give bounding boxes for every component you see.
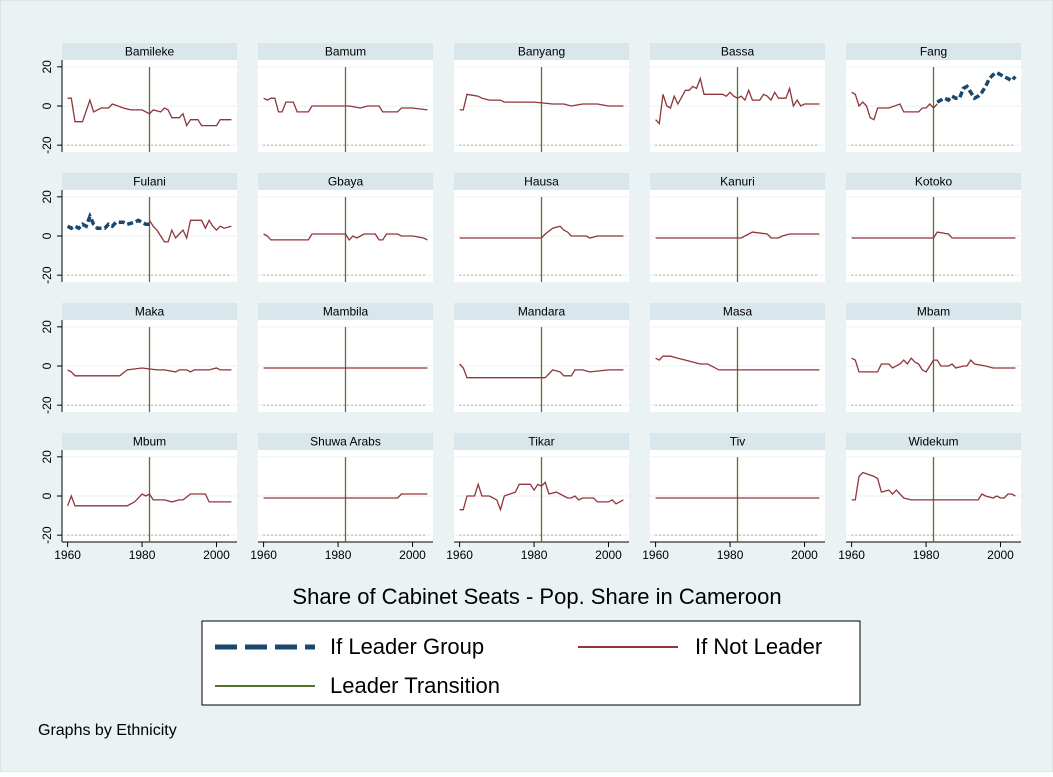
panel-title: Bamum bbox=[325, 45, 366, 59]
x-tick-label: 2000 bbox=[203, 548, 230, 562]
y-tick-label: -20 bbox=[40, 266, 54, 284]
x-tick-label: 1960 bbox=[446, 548, 473, 562]
x-tick-label: 1960 bbox=[54, 548, 81, 562]
series-line bbox=[459, 93, 624, 111]
series-line bbox=[67, 97, 232, 128]
panel-header bbox=[650, 303, 825, 320]
series-line bbox=[851, 357, 1016, 373]
y-tick-label: 20 bbox=[40, 320, 54, 334]
panel-header bbox=[258, 303, 433, 320]
series-line bbox=[148, 218, 232, 243]
y-tick-label: 20 bbox=[40, 450, 54, 464]
panel-title: Mbam bbox=[917, 305, 950, 319]
panel-header bbox=[650, 433, 825, 450]
panel-header bbox=[846, 303, 1021, 320]
panel-title: Mbum bbox=[133, 435, 166, 449]
panel-title: Tikar bbox=[528, 435, 554, 449]
panel-title: Mandara bbox=[518, 305, 566, 319]
series-line bbox=[263, 233, 428, 241]
y-tick-label: -20 bbox=[40, 526, 54, 544]
y-tick-label: 20 bbox=[40, 190, 54, 204]
panel-header bbox=[846, 43, 1021, 60]
x-tick-label: 2000 bbox=[791, 548, 818, 562]
series-line bbox=[936, 70, 1017, 104]
x-tick-label: 1960 bbox=[250, 548, 277, 562]
x-tick-label: 1960 bbox=[642, 548, 669, 562]
panel-title: Fulani bbox=[133, 175, 166, 189]
panel-title: Banyang bbox=[518, 45, 565, 59]
series-line bbox=[655, 76, 820, 126]
y-tick-label: 0 bbox=[40, 362, 54, 369]
panel-header bbox=[454, 303, 629, 320]
panel-title: Kotoko bbox=[915, 175, 953, 189]
panel-title: Bassa bbox=[721, 45, 755, 59]
panel-header bbox=[258, 433, 433, 450]
series-line bbox=[67, 367, 232, 377]
panel-header bbox=[846, 433, 1021, 450]
series-line bbox=[459, 481, 624, 512]
x-tick-label: 1980 bbox=[325, 548, 352, 562]
panel-header bbox=[258, 173, 433, 190]
axis-title: Share of Cabinet Seats - Pop. Share in C… bbox=[292, 584, 781, 609]
panel-title: Bamileke bbox=[125, 45, 175, 59]
panel-header bbox=[62, 303, 237, 320]
series-line bbox=[851, 91, 938, 121]
panel-title: Tiv bbox=[730, 435, 746, 449]
panel-title: Mambila bbox=[323, 305, 369, 319]
panel-header bbox=[454, 43, 629, 60]
panel-header bbox=[62, 433, 237, 450]
series-line bbox=[655, 355, 820, 371]
series-line bbox=[655, 231, 820, 239]
series-line bbox=[459, 363, 624, 379]
panel-header bbox=[846, 173, 1021, 190]
panel-header bbox=[62, 43, 237, 60]
x-tick-label: 2000 bbox=[987, 548, 1014, 562]
panel-header bbox=[454, 173, 629, 190]
panel-title: Fang bbox=[920, 45, 947, 59]
x-tick-label: 1980 bbox=[521, 548, 548, 562]
series-line bbox=[263, 493, 428, 499]
x-tick-label: 2000 bbox=[595, 548, 622, 562]
legend-label: If Leader Group bbox=[330, 634, 484, 659]
y-tick-label: 0 bbox=[40, 232, 54, 239]
series-line bbox=[851, 471, 1016, 501]
x-tick-label: 1960 bbox=[838, 548, 865, 562]
series-line bbox=[459, 225, 624, 239]
legend-label: If Not Leader bbox=[695, 634, 822, 659]
x-tick-label: 1980 bbox=[717, 548, 744, 562]
series-line bbox=[263, 97, 428, 113]
panel-title: Gbaya bbox=[328, 175, 364, 189]
panel-header bbox=[650, 43, 825, 60]
panel-title: Kanuri bbox=[720, 175, 755, 189]
y-tick-label: -20 bbox=[40, 396, 54, 414]
panel-header bbox=[454, 433, 629, 450]
note: Graphs by Ethnicity bbox=[38, 722, 177, 739]
legend-label: Leader Transition bbox=[330, 673, 500, 698]
panel-title: Maka bbox=[135, 305, 165, 319]
legend-box bbox=[201, 620, 861, 706]
series-line bbox=[851, 231, 1016, 239]
panel-header bbox=[62, 173, 237, 190]
panel-title: Masa bbox=[723, 305, 753, 319]
panel-header bbox=[258, 43, 433, 60]
x-tick-label: 2000 bbox=[399, 548, 426, 562]
y-tick-label: 0 bbox=[40, 102, 54, 109]
series-line bbox=[66, 211, 150, 231]
y-tick-label: 20 bbox=[40, 60, 54, 74]
panel-header bbox=[650, 173, 825, 190]
x-tick-label: 1980 bbox=[913, 548, 940, 562]
x-tick-label: 1980 bbox=[129, 548, 156, 562]
y-tick-label: 0 bbox=[40, 492, 54, 499]
panel-title: Hausa bbox=[524, 175, 559, 189]
y-tick-label: -20 bbox=[40, 136, 54, 154]
panel-title: Shuwa Arabs bbox=[310, 435, 381, 449]
series-line bbox=[66, 493, 232, 507]
panel-title: Widekum bbox=[908, 435, 958, 449]
